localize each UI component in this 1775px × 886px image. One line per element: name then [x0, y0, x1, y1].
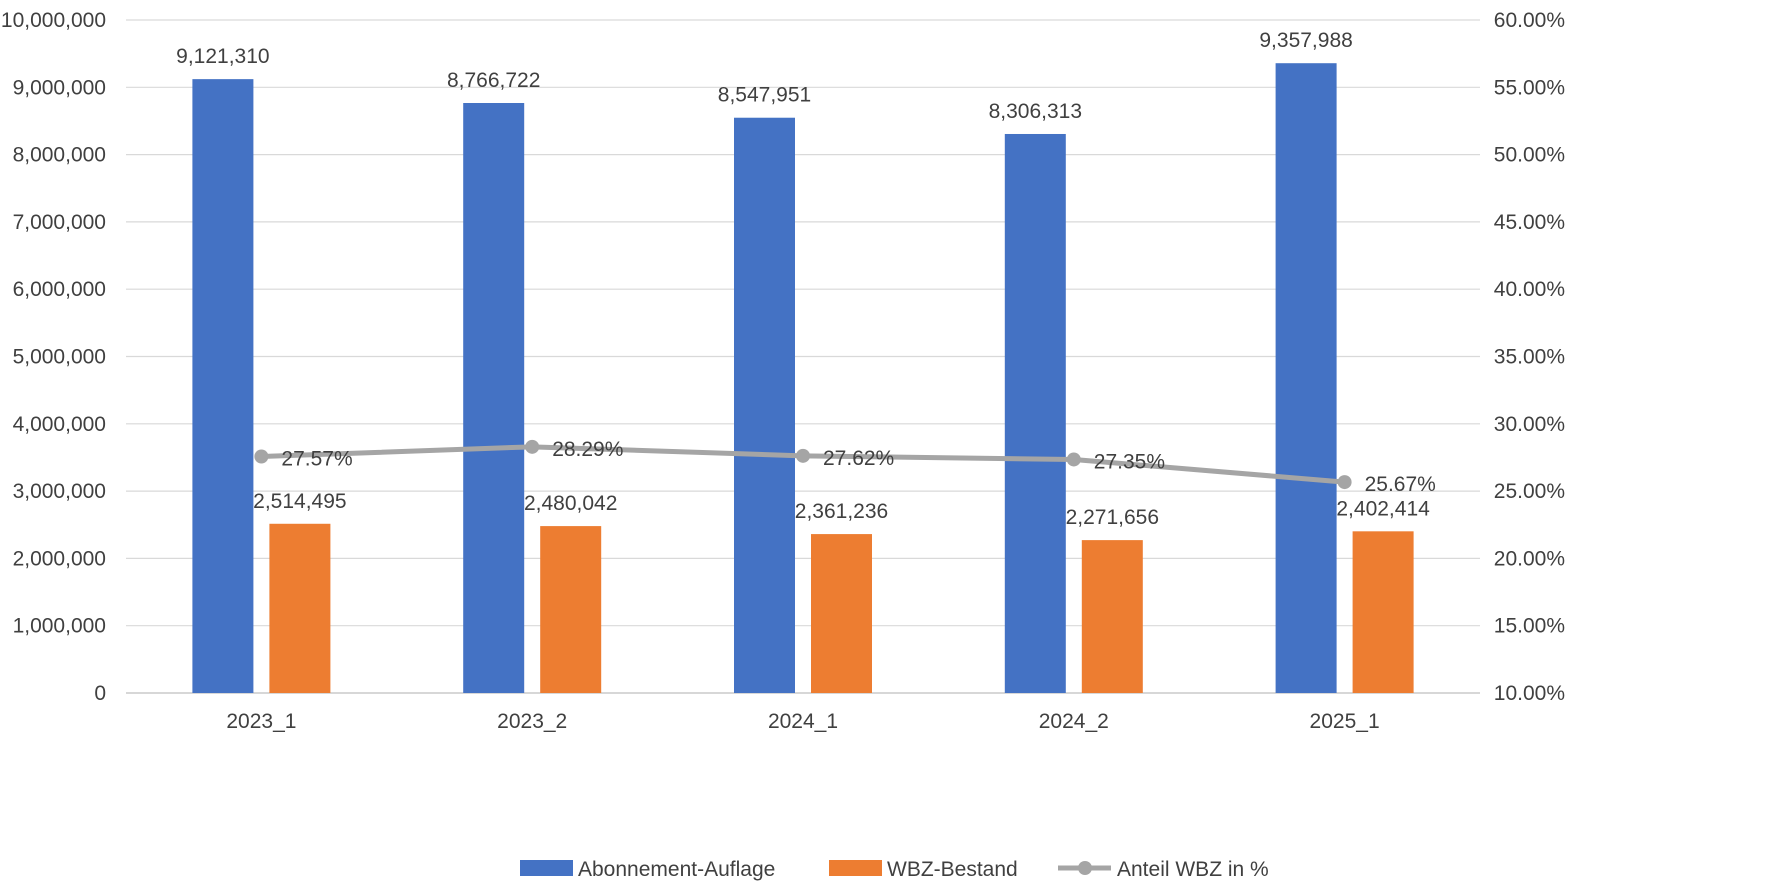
- y-right-tick-label: 25.00%: [1494, 480, 1565, 503]
- line-data-label: 27.57%: [281, 448, 352, 471]
- bar-wbz-bestand-2023_1: [269, 523, 331, 693]
- legend-label: Anteil WBZ in %: [1117, 858, 1269, 881]
- y-left-tick-label: 6,000,000: [13, 278, 106, 301]
- y-right-tick-label: 40.00%: [1494, 278, 1565, 301]
- line-point-2025_1: [1337, 475, 1352, 490]
- y-left-tick-label: 7,000,000: [13, 211, 106, 234]
- y-right-tick-label: 50.00%: [1494, 144, 1565, 167]
- y-left-tick-label: 0: [94, 682, 106, 705]
- bar-data-label: 2,480,042: [524, 492, 617, 515]
- bar-data-label: 2,514,495: [253, 490, 346, 513]
- y-right-tick-label: 55.00%: [1494, 76, 1565, 99]
- y-left-tick-label: 3,000,000: [13, 480, 106, 503]
- x-tick-label: 2023_1: [226, 710, 296, 733]
- bar-wbz-bestand-2025_1: [1352, 531, 1414, 693]
- legend-swatch: [829, 860, 882, 876]
- y-left-tick-label: 4,000,000: [13, 413, 106, 436]
- bar-data-label: 2,402,414: [1336, 497, 1430, 520]
- y-right-tick-label: 60.00%: [1494, 9, 1565, 32]
- y-left-tick-label: 1,000,000: [13, 615, 106, 638]
- x-tick-label: 2023_2: [497, 710, 567, 733]
- bar-data-label: 8,547,951: [718, 84, 811, 107]
- bar-data-label: 8,766,722: [447, 69, 540, 92]
- y-left-tick-label: 5,000,000: [13, 346, 106, 369]
- line-data-label: 28.29%: [552, 438, 623, 461]
- y-left-tick-label: 2,000,000: [13, 547, 106, 570]
- legend-item: Anteil WBZ in %: [1058, 858, 1269, 881]
- y-right-tick-label: 15.00%: [1494, 615, 1565, 638]
- bar-wbz-bestand-2024_2: [1081, 540, 1143, 693]
- bar-abonnement-auflage-2023_1: [192, 79, 254, 693]
- line-point-2024_1: [796, 448, 810, 463]
- line-point-2024_2: [1066, 452, 1081, 467]
- line-point-2023_1: [254, 449, 269, 464]
- legend-marker: [1078, 861, 1092, 875]
- bar-wbz-bestand-2024_1: [811, 534, 872, 693]
- bar-abonnement-auflage-2023_2: [463, 102, 525, 693]
- bar-data-label: 2,361,236: [795, 500, 888, 523]
- bar-abonnement-auflage-2024_2: [1004, 133, 1066, 694]
- data-labels: 9,121,310 8,766,722 8,547,951 8,306,313 9,35…: [176, 29, 1436, 529]
- legend-label: WBZ-Bestand: [887, 858, 1018, 881]
- bars: [192, 63, 1414, 694]
- bar-data-label: 8,306,313: [989, 100, 1082, 123]
- y-right-tick-label: 45.00%: [1494, 211, 1565, 234]
- legend-item: Abonnement-Auflage: [520, 858, 775, 881]
- bar-data-label: 2,271,656: [1066, 506, 1159, 529]
- y-right-tick-label: 10.00%: [1494, 682, 1565, 705]
- y-left-tick-label: 10,000,000: [1, 9, 106, 32]
- y-right-tick-label: 35.00%: [1494, 346, 1565, 369]
- legend-label: Abonnement-Auflage: [578, 858, 775, 881]
- y-left-tick-label: 9,000,000: [13, 76, 106, 99]
- y-right-tick-label: 30.00%: [1494, 413, 1565, 436]
- x-tick-label: 2025_1: [1310, 710, 1380, 733]
- bar-wbz-bestand-2023_2: [540, 526, 602, 693]
- legend: Abonnement-Auflage WBZ-Bestand Anteil WBZ …: [520, 858, 1269, 881]
- y-right-tick-label: 20.00%: [1494, 547, 1565, 570]
- bar-data-label: 9,121,310: [176, 45, 269, 68]
- legend-item: WBZ-Bestand: [829, 858, 1018, 881]
- line-data-label: 27.62%: [823, 447, 894, 470]
- line-data-label: 27.35%: [1094, 450, 1165, 473]
- axes: 0 1,000,000 2,000,000 3,000,000 4,000,000 5,0…: [1, 9, 1565, 733]
- x-tick-label: 2024_2: [1039, 710, 1109, 733]
- gridlines: [126, 19, 1480, 694]
- line-data-label: 25.67%: [1365, 473, 1436, 496]
- x-tick-label: 2024_1: [768, 710, 838, 733]
- line-point-2023_2: [525, 439, 540, 454]
- y-left-tick-label: 8,000,000: [13, 144, 106, 167]
- legend-swatch: [520, 860, 573, 876]
- bar-abonnement-auflage-2024_1: [734, 117, 795, 693]
- line-series: [254, 439, 1352, 490]
- bar-data-label: 9,357,988: [1259, 29, 1352, 52]
- bar-abonnement-auflage-2025_1: [1275, 63, 1337, 694]
